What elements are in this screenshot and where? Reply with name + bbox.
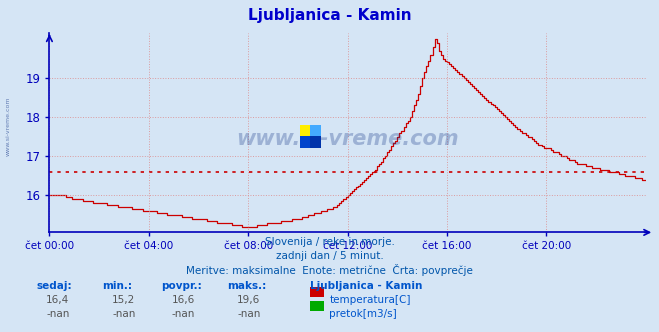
Text: -nan: -nan bbox=[237, 309, 260, 319]
Text: 15,2: 15,2 bbox=[112, 295, 135, 305]
Text: 16,6: 16,6 bbox=[171, 295, 194, 305]
Text: -nan: -nan bbox=[112, 309, 135, 319]
Text: www.si-vreme.com: www.si-vreme.com bbox=[5, 96, 11, 156]
Text: povpr.:: povpr.: bbox=[161, 281, 202, 290]
Text: 16,4: 16,4 bbox=[46, 295, 69, 305]
Text: min.:: min.: bbox=[102, 281, 132, 290]
Text: maks.:: maks.: bbox=[227, 281, 267, 290]
Text: zadnji dan / 5 minut.: zadnji dan / 5 minut. bbox=[275, 251, 384, 261]
Text: temperatura[C]: temperatura[C] bbox=[330, 295, 411, 305]
Text: Ljubljanica - Kamin: Ljubljanica - Kamin bbox=[310, 281, 422, 290]
Text: Ljubljanica - Kamin: Ljubljanica - Kamin bbox=[248, 8, 411, 23]
Text: Slovenija / reke in morje.: Slovenija / reke in morje. bbox=[264, 237, 395, 247]
Text: www.si-vreme.com: www.si-vreme.com bbox=[237, 129, 459, 149]
Text: 19,6: 19,6 bbox=[237, 295, 260, 305]
Text: -nan: -nan bbox=[46, 309, 69, 319]
Text: -nan: -nan bbox=[171, 309, 194, 319]
Text: Meritve: maksimalne  Enote: metrične  Črta: povprečje: Meritve: maksimalne Enote: metrične Črta… bbox=[186, 264, 473, 276]
Text: sedaj:: sedaj: bbox=[36, 281, 72, 290]
Text: pretok[m3/s]: pretok[m3/s] bbox=[330, 309, 397, 319]
